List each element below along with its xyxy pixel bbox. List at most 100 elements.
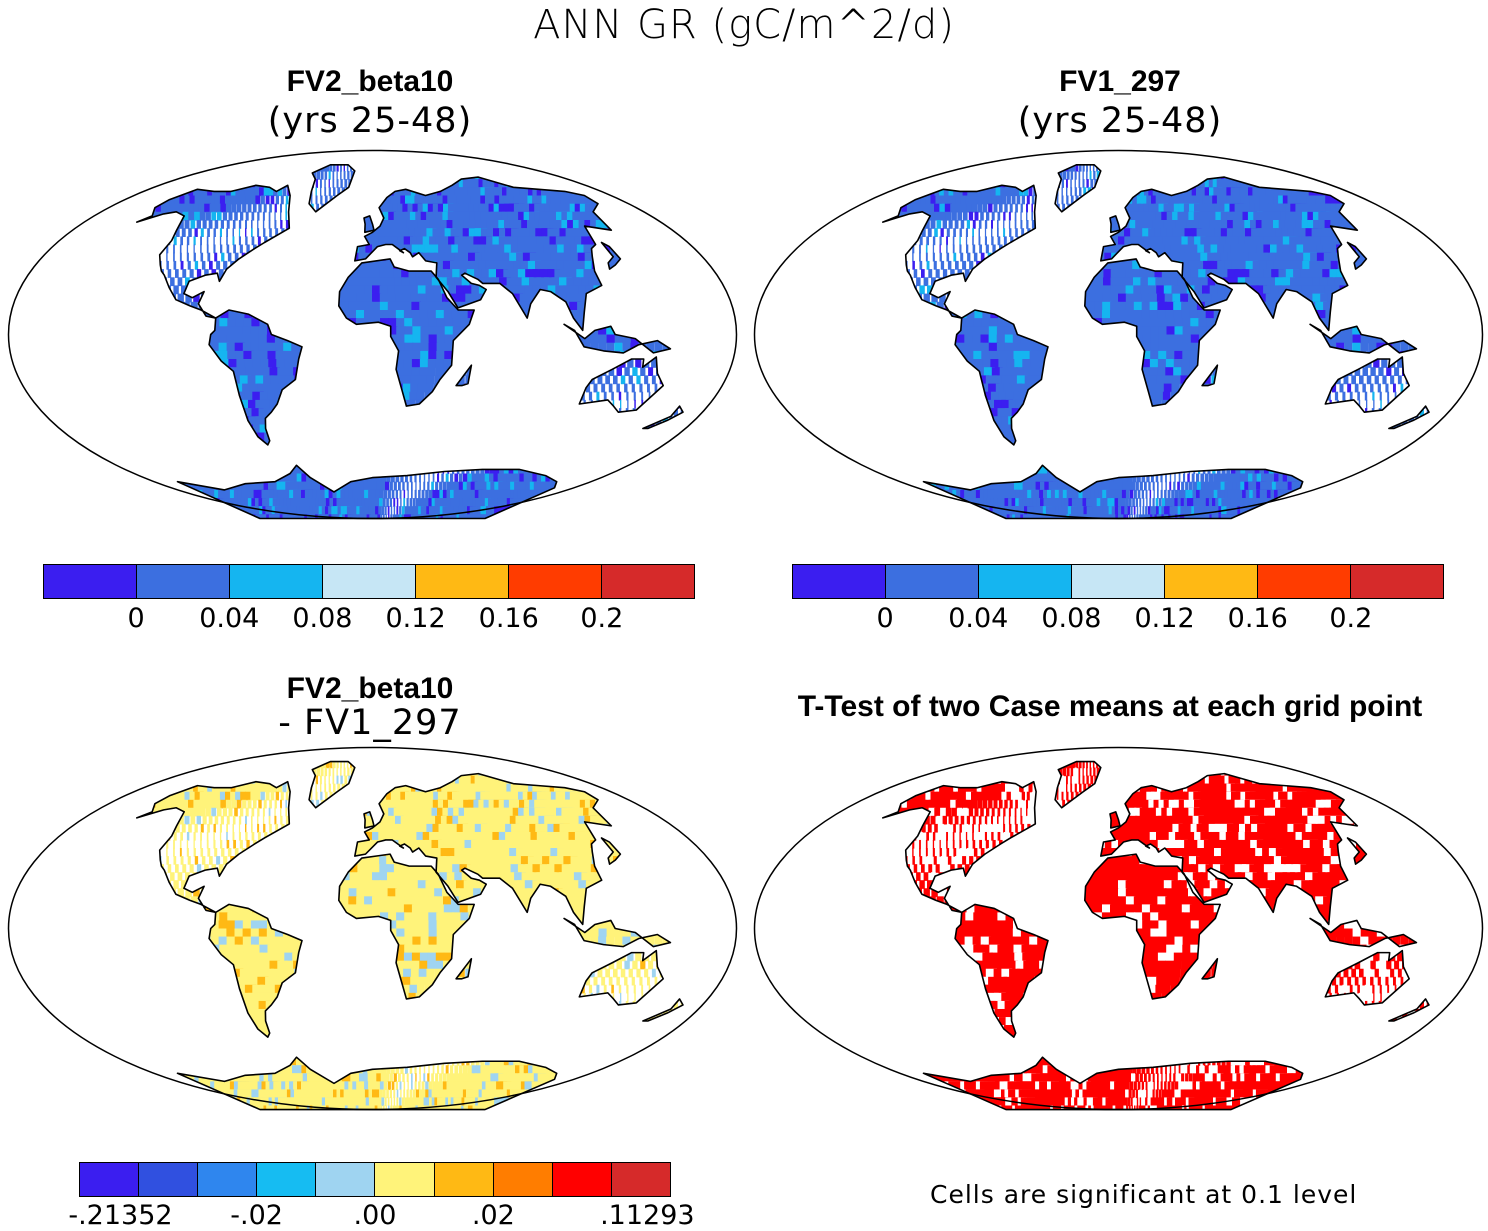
grid-cell <box>312 391 323 401</box>
grid-cell <box>306 203 309 213</box>
grid-cell <box>411 310 422 319</box>
grid-cell <box>138 416 156 426</box>
grid-cell <box>1022 252 1028 262</box>
grid-cell <box>1096 170 1100 180</box>
grid-cell <box>436 318 446 327</box>
grid-cell <box>1169 220 1180 229</box>
grid-cell <box>1138 203 1147 213</box>
grid-cell <box>326 465 336 475</box>
grid-cell <box>136 383 142 393</box>
grid-cell <box>247 457 262 466</box>
grid-cell <box>332 244 339 254</box>
grid-cell <box>64 302 70 311</box>
grid-cell <box>432 228 443 237</box>
grid-cell <box>341 481 350 491</box>
grid-cell <box>1026 220 1029 229</box>
grid-cell <box>540 383 546 393</box>
grid-cell <box>679 301 683 311</box>
grid-cell <box>45 310 52 319</box>
grid-cell <box>691 359 697 368</box>
grid-cell <box>563 416 566 426</box>
grid-cell <box>311 228 317 237</box>
grid-cell <box>555 285 568 295</box>
grid-cell <box>488 252 501 262</box>
grid-cell <box>136 342 141 352</box>
grid-cell <box>235 350 246 360</box>
grid-cell <box>1011 164 1022 172</box>
grid-cell <box>193 203 201 213</box>
grid-cell <box>324 367 335 376</box>
grid-cell <box>386 408 394 417</box>
grid-cell <box>350 211 356 221</box>
grid-cell <box>117 261 118 270</box>
grid-cell <box>349 391 359 401</box>
grid-cell <box>544 277 557 287</box>
grid-cell <box>521 301 533 311</box>
grid-cell <box>493 342 502 352</box>
grid-cell <box>1145 179 1154 188</box>
grid-cell <box>683 359 689 368</box>
grid-cell <box>412 506 418 515</box>
grid-cell <box>124 269 126 278</box>
grid-cell <box>504 440 507 450</box>
grid-cell <box>544 457 552 466</box>
grid-cell <box>460 432 464 442</box>
grid-cell <box>315 408 326 417</box>
grid-cell <box>378 228 386 237</box>
grid-cell <box>525 269 538 278</box>
grid-cell <box>1118 236 1126 246</box>
grid-cell <box>593 449 603 458</box>
grid-cell <box>178 342 189 352</box>
grid-cell <box>397 236 407 246</box>
grid-cell <box>464 260 476 270</box>
grid-cell <box>357 170 362 180</box>
grid-cell <box>610 244 628 254</box>
grid-cell <box>1105 164 1109 172</box>
grid-cell <box>392 416 400 426</box>
grid-cell <box>468 416 473 426</box>
grid-cell <box>1125 179 1133 188</box>
grid-cell <box>120 367 133 376</box>
grid-cell <box>201 408 216 417</box>
grid-cell <box>1072 220 1077 229</box>
grid-cell <box>499 408 504 417</box>
grid-cell <box>971 195 978 205</box>
grid-cell <box>160 203 171 213</box>
grid-cell <box>561 449 569 458</box>
grid-cell <box>590 440 597 450</box>
grid-cell <box>503 399 508 409</box>
grid-cell <box>204 269 209 278</box>
grid-cell <box>162 293 169 303</box>
grid-cell <box>946 244 948 254</box>
grid-cell <box>340 170 342 180</box>
grid-cell <box>334 473 343 483</box>
grid-cell <box>452 326 463 336</box>
grid-cell <box>91 245 96 254</box>
grid-cell <box>827 253 831 262</box>
grid-cell <box>547 432 551 442</box>
grid-cell <box>606 334 616 344</box>
grid-cell <box>607 220 628 229</box>
grid-cell <box>379 375 389 385</box>
grid-cell <box>314 449 325 458</box>
grid-cell <box>265 164 276 172</box>
grid-cell <box>509 416 512 426</box>
grid-cell <box>165 383 179 393</box>
grid-cell <box>477 326 487 336</box>
grid-cell <box>1156 236 1166 246</box>
grid-cell <box>679 367 683 376</box>
grid-cell <box>574 375 580 385</box>
grid-cell <box>303 416 314 426</box>
grid-cell <box>417 220 428 229</box>
grid-cell <box>331 326 341 336</box>
grid-cell <box>547 399 551 409</box>
grid-cell <box>1038 244 1044 254</box>
grid-cell <box>188 383 202 393</box>
grid-cell <box>219 195 228 205</box>
grid-cell <box>162 375 175 385</box>
grid-cell <box>450 228 462 237</box>
grid-cell <box>302 375 313 385</box>
grid-cell <box>384 228 393 237</box>
panel3-title: FV2_beta10 <box>286 672 454 705</box>
grid-cell <box>93 359 105 368</box>
